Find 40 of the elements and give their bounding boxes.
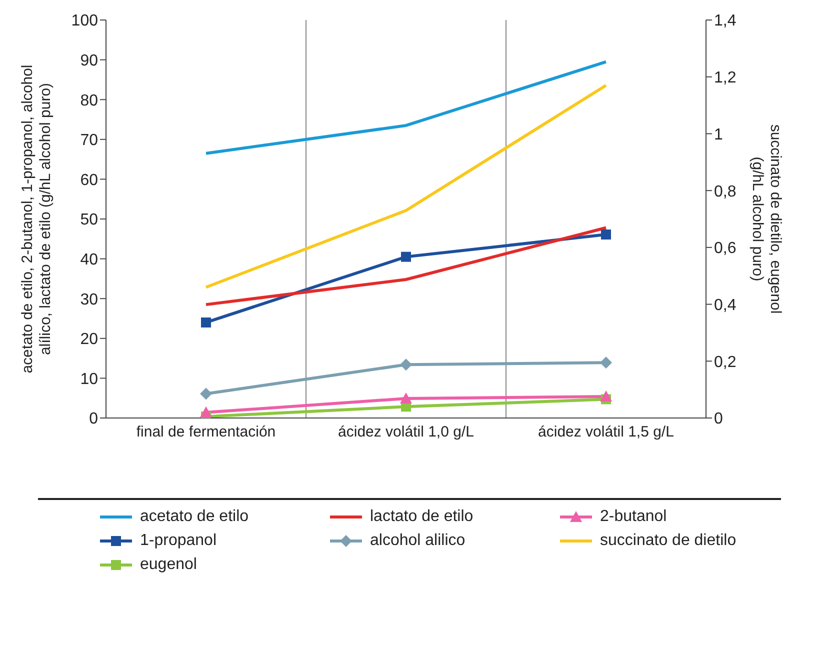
y2-tick-label: 1,4 [714, 12, 736, 30]
y-tick-label: 100 [71, 12, 98, 30]
x-tick-label: final de fermentación [136, 424, 276, 441]
point [600, 390, 612, 402]
point [200, 406, 212, 418]
point [400, 358, 412, 371]
y-tick-label: 70 [80, 132, 98, 150]
x-tick-label: ácidez volátil 1,5 g/L [538, 424, 674, 441]
y-tick-label: 10 [80, 370, 98, 388]
y2-tick-label: 0 [714, 410, 723, 428]
y-tick-label: 20 [80, 331, 98, 348]
y-tick-label: 40 [80, 251, 98, 268]
y2-tick-label: 1 [714, 126, 723, 144]
legend-label: eugenol [140, 556, 197, 574]
legend-label: 2-butanol [600, 508, 667, 526]
y2-tick-label: 0,6 [714, 240, 736, 258]
point [400, 392, 412, 404]
y2-axis-title: succinato de dietilo, eugenol (g/hL alcohol puro) [749, 124, 784, 314]
legend-label: 1-propanol [140, 532, 216, 550]
x-tick-label: ácidez volátil 1,0 g/L [338, 424, 474, 441]
y-tick-label: 0 [89, 410, 98, 428]
point [600, 356, 612, 369]
y-axis-title: acetato de etilo, 2-butanol, 1-propanol, alcohol alílico, lactato de etilo (g/hL alcohol puro) [19, 64, 54, 374]
y-tick-label: 80 [80, 92, 98, 110]
y2-tick-label: 0,4 [714, 296, 736, 314]
point [200, 388, 212, 400]
legend-label: acetato de etilo [140, 508, 249, 526]
y2-tick-label: 0,8 [714, 183, 736, 200]
point [201, 317, 211, 328]
point [601, 230, 611, 240]
y2-tick-label: 0,2 [714, 354, 736, 371]
y-tick-label: 50 [80, 212, 98, 229]
y2-tick-label: 1,2 [714, 70, 736, 87]
point [401, 252, 411, 262]
y-tick-label: 90 [80, 52, 98, 70]
y-tick-label: 60 [80, 172, 98, 189]
legend-label: lactato de etilo [370, 508, 474, 526]
y-tick-label: 30 [80, 291, 98, 308]
legend-label: alcohol alilico [370, 532, 466, 550]
legend-label: succinato de dietilo [600, 532, 736, 550]
